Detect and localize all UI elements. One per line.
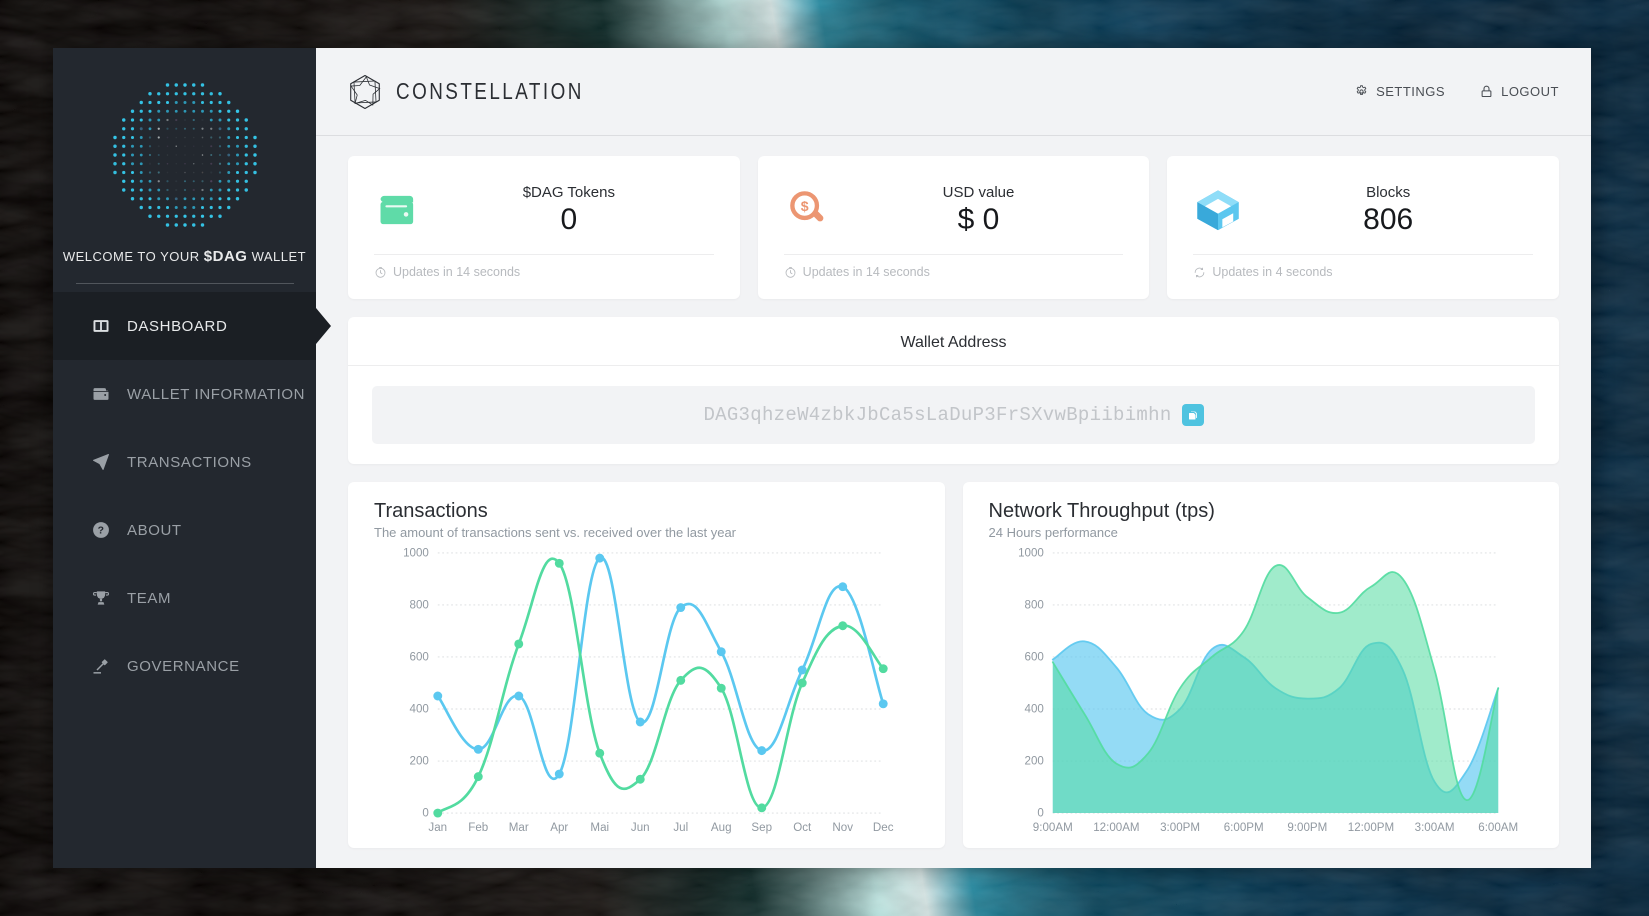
svg-text:800: 800 (1024, 600, 1043, 612)
svg-text:600: 600 (1024, 652, 1043, 664)
svg-text:Dec: Dec (873, 822, 894, 834)
svg-text:0: 0 (422, 808, 428, 820)
svg-text:6:00AM: 6:00AM (1478, 822, 1518, 834)
svg-text:Mar: Mar (509, 822, 529, 834)
svg-text:0: 0 (1037, 808, 1043, 820)
svg-text:Feb: Feb (468, 822, 488, 834)
svg-text:3:00AM: 3:00AM (1414, 822, 1454, 834)
svg-text:12:00AM: 12:00AM (1093, 822, 1139, 834)
svg-text:Jan: Jan (428, 822, 447, 834)
svg-text:600: 600 (410, 652, 429, 664)
svg-text:Aug: Aug (711, 822, 732, 834)
svg-text:?: ? (98, 526, 105, 537)
svg-text:9:00AM: 9:00AM (1032, 822, 1072, 834)
svg-text:Mai: Mai (590, 822, 609, 834)
svg-text:1000: 1000 (403, 547, 429, 559)
svg-text:3:00PM: 3:00PM (1160, 822, 1200, 834)
svg-text:Apr: Apr (550, 822, 568, 834)
svg-text:Sep: Sep (751, 822, 772, 834)
svg-text:$: $ (800, 198, 808, 214)
svg-text:6:00PM: 6:00PM (1223, 822, 1263, 834)
svg-text:Nov: Nov (832, 822, 853, 834)
svg-text:400: 400 (1024, 704, 1043, 716)
svg-text:12:00PM: 12:00PM (1347, 822, 1393, 834)
svg-text:Jun: Jun (631, 822, 650, 834)
svg-text:Jul: Jul (673, 822, 688, 834)
svg-text:9:00PM: 9:00PM (1287, 822, 1327, 834)
svg-text:200: 200 (410, 756, 429, 768)
svg-text:Oct: Oct (793, 822, 812, 834)
svg-text:800: 800 (410, 600, 429, 612)
svg-text:400: 400 (410, 704, 429, 716)
svg-text:1000: 1000 (1018, 547, 1044, 559)
svg-text:200: 200 (1024, 756, 1043, 768)
